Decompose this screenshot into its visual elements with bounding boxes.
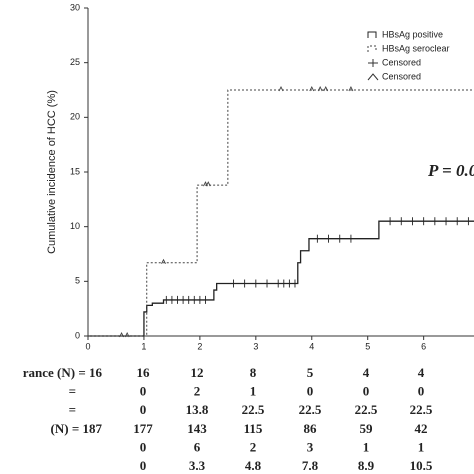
p-value: P = 0.0 <box>427 161 474 180</box>
y-axis-label: Cumulative incidence of HCC (%) <box>46 90 58 254</box>
table-cell: 8 <box>250 365 257 380</box>
table-cell: 22.5 <box>410 402 433 417</box>
table-row-label: = <box>69 384 76 399</box>
table-cell: 4 <box>363 365 370 380</box>
y-tick-label: 10 <box>70 221 80 231</box>
table-cell: 0 <box>307 384 314 399</box>
table-cell: 22.5 <box>299 402 322 417</box>
table-cell: 177 <box>133 421 153 436</box>
x-tick-label: 5 <box>365 341 370 351</box>
table-cell: 143 <box>187 421 207 436</box>
censor-mark <box>323 85 329 92</box>
x-tick-label: 4 <box>309 341 314 351</box>
y-tick-label: 25 <box>70 57 80 67</box>
table-cell: 7.8 <box>302 458 319 473</box>
table-cell: 22.5 <box>242 402 265 417</box>
table-cell: 86 <box>304 421 318 436</box>
x-tick-label: 2 <box>197 341 202 351</box>
table-cell: 3 <box>307 439 314 454</box>
table-cell: 3.3 <box>189 458 206 473</box>
table-cell: 10.5 <box>410 458 433 473</box>
censor-mark <box>278 85 284 92</box>
table-cell: 22.5 <box>355 402 378 417</box>
table-cell: 0 <box>140 458 147 473</box>
table-cell: 4 <box>418 365 425 380</box>
y-tick-label: 20 <box>70 112 80 122</box>
table-cell: 6 <box>194 439 201 454</box>
table-row-label: rance (N) = 16 <box>23 365 103 380</box>
table-cell: 4.8 <box>245 458 262 473</box>
censor-mark <box>309 85 315 92</box>
legend-symbol <box>367 73 379 81</box>
table-cell: 59 <box>360 421 374 436</box>
legend-label: HBsAg seroclear <box>382 43 450 53</box>
legend-symbol <box>367 31 377 38</box>
table-cell: 0 <box>418 384 425 399</box>
table-cell: 0 <box>140 439 147 454</box>
table-cell: 0 <box>140 402 147 417</box>
legend-label: Censored <box>382 71 421 81</box>
legend-label: Censored <box>382 57 421 67</box>
table-cell: 115 <box>244 421 263 436</box>
y-tick-label: 30 <box>70 2 80 12</box>
table-cell: 2 <box>250 439 257 454</box>
x-tick-label: 1 <box>141 341 146 351</box>
x-tick-label: 0 <box>85 341 90 351</box>
legend-label: HBsAg positive <box>382 29 443 39</box>
table-cell: 0 <box>363 384 370 399</box>
censor-mark <box>205 181 211 187</box>
table-cell: 42 <box>415 421 428 436</box>
censor-mark <box>124 331 130 338</box>
table-cell: 16 <box>137 365 151 380</box>
y-tick-label: 0 <box>75 330 80 340</box>
legend-symbol <box>367 45 377 52</box>
table-row-label: = <box>69 402 76 417</box>
table-cell: 1 <box>418 439 425 454</box>
table-cell: 1 <box>363 439 370 454</box>
km-curve <box>88 89 474 337</box>
censor-mark <box>119 331 124 338</box>
km-curve <box>88 220 474 337</box>
censor-mark <box>348 85 354 92</box>
y-tick-label: 5 <box>75 276 80 286</box>
table-cell: 1 <box>250 384 257 399</box>
x-tick-label: 3 <box>253 341 258 351</box>
x-tick-label: 6 <box>421 341 426 351</box>
table-cell: 5 <box>307 365 314 380</box>
table-cell: 8.9 <box>358 458 375 473</box>
censor-mark <box>161 258 166 264</box>
table-cell: 13.8 <box>186 402 209 417</box>
table-cell: 2 <box>194 384 201 399</box>
table-row-label: (N) = 187 <box>51 421 103 436</box>
table-cell: 0 <box>140 384 147 399</box>
censor-mark <box>317 85 323 92</box>
y-tick-label: 15 <box>70 166 80 176</box>
table-cell: 12 <box>191 365 204 380</box>
legend-symbol <box>368 59 378 67</box>
